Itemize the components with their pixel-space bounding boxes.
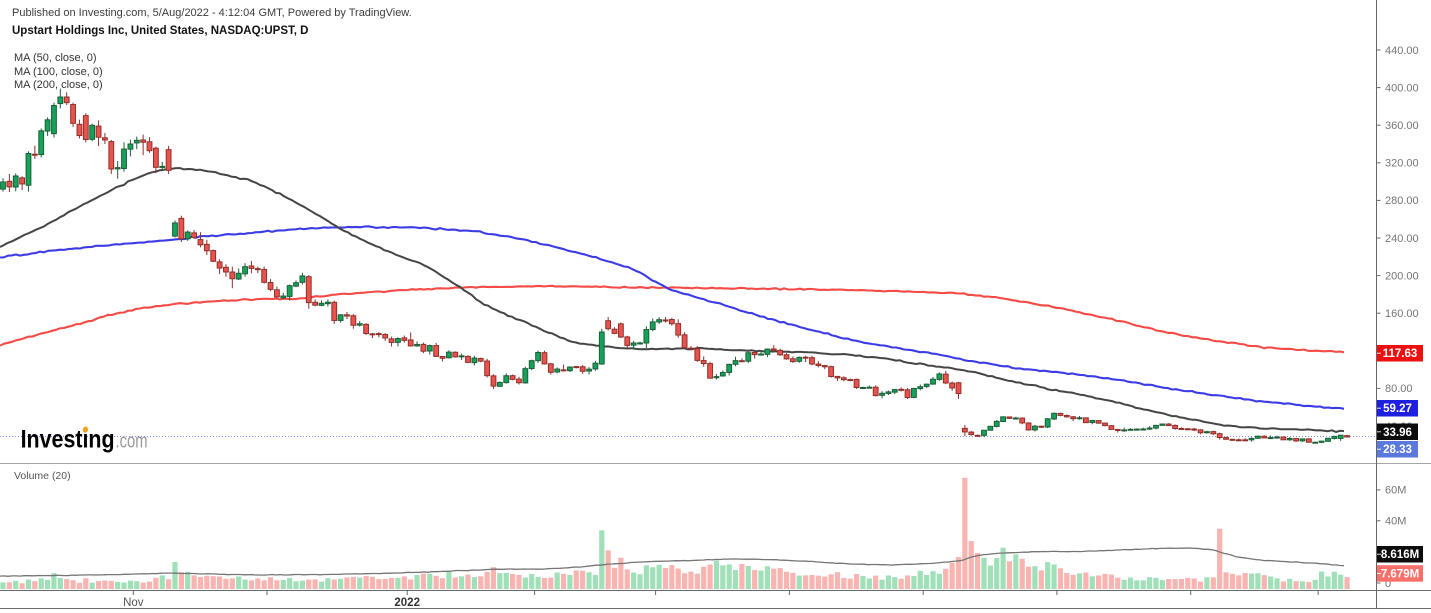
svg-text:200.00: 200.00 bbox=[1385, 270, 1419, 282]
svg-text:80.00: 80.00 bbox=[1385, 383, 1413, 395]
svg-text:117.63: 117.63 bbox=[1383, 348, 1418, 360]
svg-text:2022: 2022 bbox=[394, 597, 420, 609]
svg-text:Nov: Nov bbox=[123, 597, 144, 609]
svg-text:MA (100, close, 0): MA (100, close, 0) bbox=[14, 66, 103, 78]
svg-text:59.27: 59.27 bbox=[1383, 403, 1412, 415]
svg-text:400.00: 400.00 bbox=[1385, 82, 1419, 94]
svg-text:160.00: 160.00 bbox=[1385, 308, 1419, 320]
svg-text:.com: .com bbox=[116, 431, 148, 453]
svg-text:360.00: 360.00 bbox=[1385, 120, 1419, 132]
svg-text:280.00: 280.00 bbox=[1385, 195, 1419, 207]
svg-text:MA (50, close, 0): MA (50, close, 0) bbox=[14, 52, 97, 64]
svg-text:Upstart Holdings Inc, United S: Upstart Holdings Inc, United States, NAS… bbox=[12, 25, 308, 37]
svg-text:240.00: 240.00 bbox=[1385, 233, 1419, 245]
svg-text:440.00: 440.00 bbox=[1385, 45, 1419, 57]
svg-text:60M: 60M bbox=[1385, 485, 1406, 497]
svg-text:8.616M: 8.616M bbox=[1381, 549, 1419, 561]
svg-text:Volume (20): Volume (20) bbox=[14, 470, 71, 482]
svg-text:33.96: 33.96 bbox=[1383, 427, 1412, 439]
svg-text:MA (200, close, 0): MA (200, close, 0) bbox=[14, 79, 103, 91]
svg-text:7.679M: 7.679M bbox=[1381, 569, 1419, 581]
svg-text:40M: 40M bbox=[1385, 516, 1406, 528]
svg-text:Published on Investing.com, 5/: Published on Investing.com, 5/Aug/2022 -… bbox=[12, 7, 412, 19]
svg-text:28.33: 28.33 bbox=[1383, 444, 1412, 456]
svg-text:Investıng: Investıng bbox=[21, 426, 115, 454]
svg-text:320.00: 320.00 bbox=[1385, 158, 1419, 170]
svg-text:0: 0 bbox=[1385, 578, 1391, 590]
